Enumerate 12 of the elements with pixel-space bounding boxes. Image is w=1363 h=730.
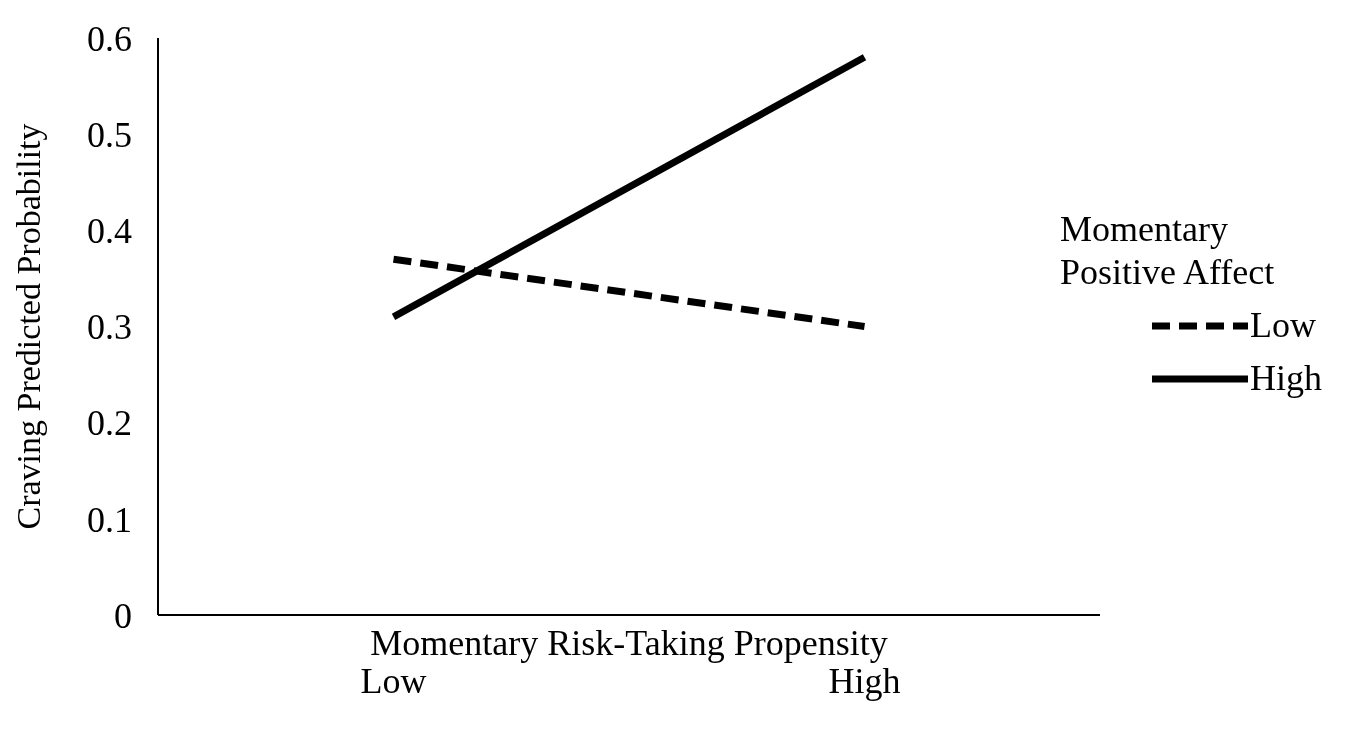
y-tick-label: 0	[114, 595, 132, 636]
y-tick-label: 0.6	[87, 18, 132, 59]
y-tick-label: 0.1	[87, 499, 132, 540]
legend-label: High	[1250, 357, 1322, 400]
legend-label: Low	[1250, 304, 1316, 347]
legend-title: Momentary Positive Affect	[1060, 208, 1276, 294]
y-tick-label: 0.2	[87, 403, 132, 444]
y-tick-label: 0.4	[87, 211, 132, 252]
y-tick-label: 0.3	[87, 307, 132, 348]
y-tick-label: 0.5	[87, 114, 132, 155]
y-axis-title: Craving Predicted Probability	[10, 123, 48, 530]
x-axis-title: Momentary Risk-Taking Propensity	[370, 622, 888, 663]
